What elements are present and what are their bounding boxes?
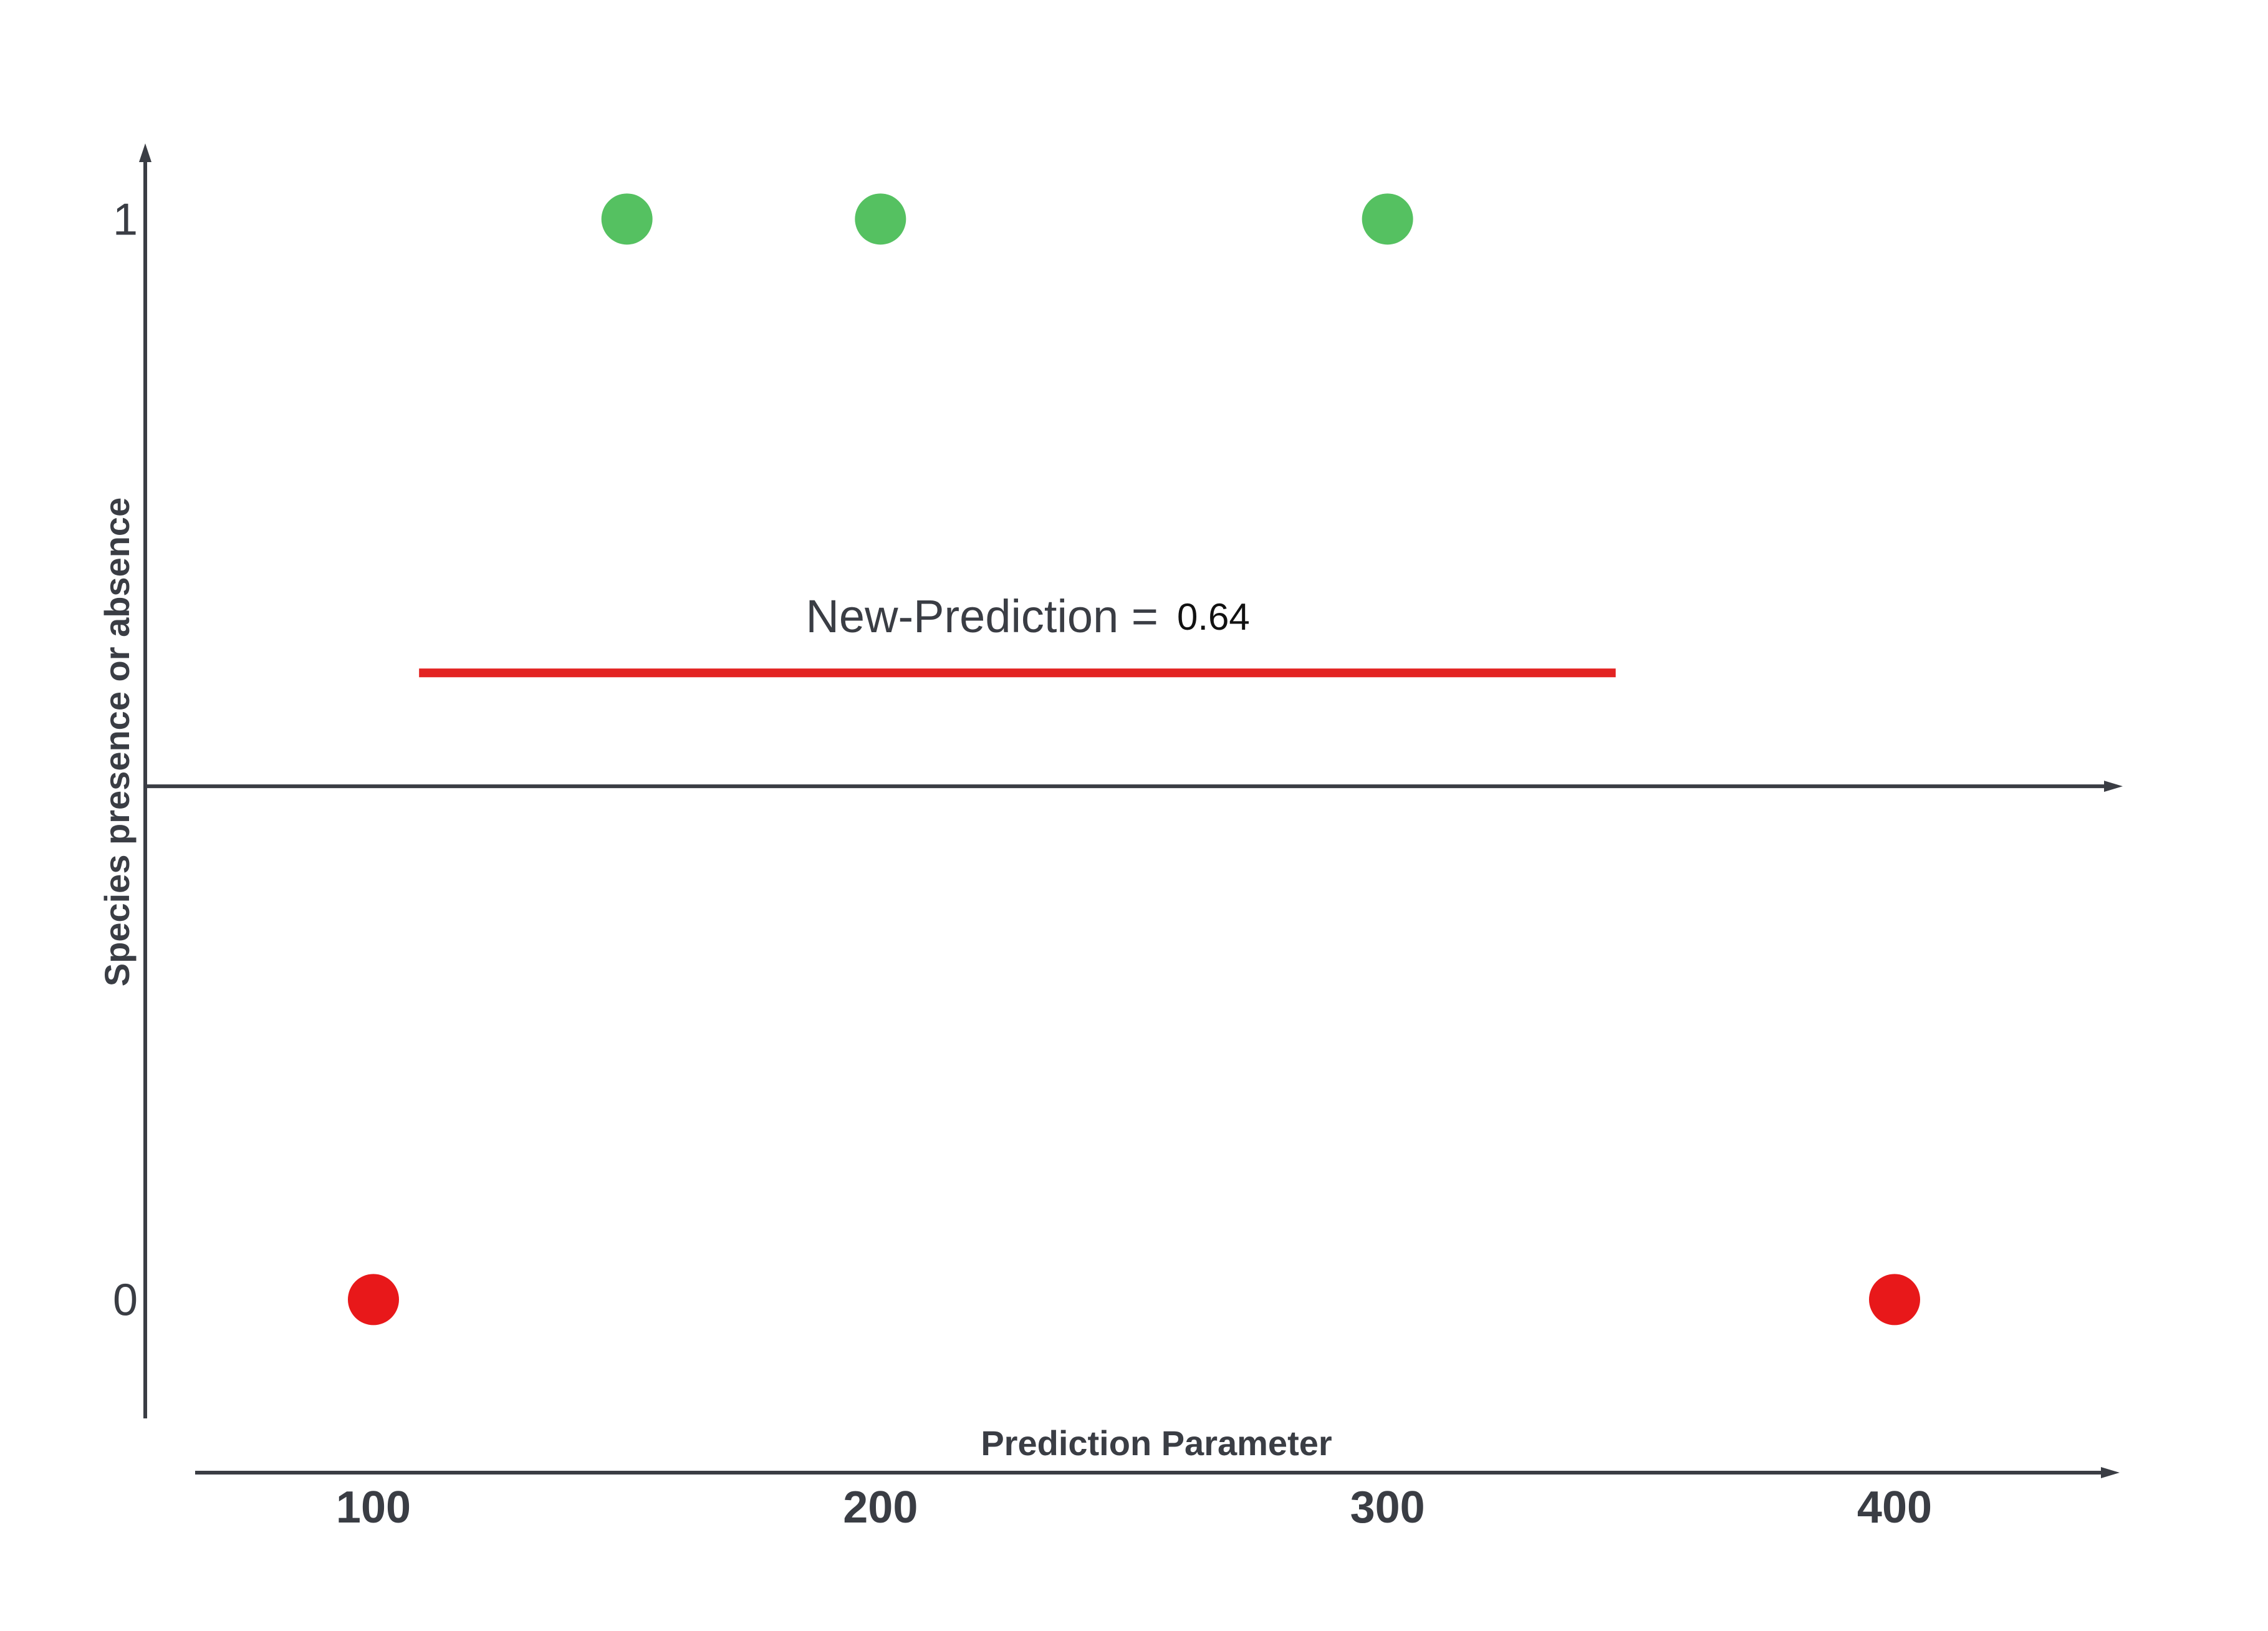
data-point [855,193,906,245]
y-tick-label: 1 [113,195,138,244]
midline-axis [145,781,2123,792]
y-axis-arrow [139,143,151,162]
x-axis [195,1467,2120,1478]
x-tick-label: 400 [1857,1483,1932,1532]
data-point [1362,193,1413,245]
x-axis-arrow [2101,1467,2120,1478]
y-axis [139,143,151,1418]
data-point [601,193,653,245]
midline-axis-arrow [2104,781,2123,792]
data-point [348,1274,399,1325]
y-axis-title: Species presence or absence [97,498,137,986]
y-tick-labels: 01 [113,195,138,1325]
x-tick-labels: 100 200 300 400 [336,1483,1932,1532]
y-tick-label: 0 [113,1275,138,1325]
data-point [1869,1274,1920,1325]
annotation-label: New-Prediction = [805,590,1158,642]
x-tick-label: 200 [843,1483,918,1532]
x-tick-label: 300 [1350,1483,1425,1532]
annotation-value: 0.64 [1177,596,1250,638]
data-points [348,193,1920,1325]
x-axis-title: Prediction Parameter [981,1423,1332,1463]
x-tick-label: 100 [336,1483,411,1532]
